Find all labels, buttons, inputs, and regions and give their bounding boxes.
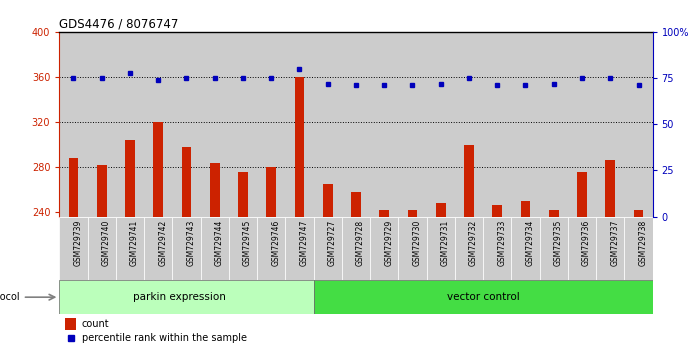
- Bar: [540, 217, 568, 280]
- Text: GSM729729: GSM729729: [384, 220, 393, 266]
- Text: protocol: protocol: [0, 292, 20, 302]
- Bar: [625, 32, 653, 217]
- Bar: [285, 217, 313, 280]
- Bar: [605, 160, 615, 217]
- Text: GSM729739: GSM729739: [73, 220, 82, 266]
- Bar: [257, 217, 285, 280]
- Text: GSM729745: GSM729745: [243, 220, 252, 266]
- Bar: [154, 122, 163, 217]
- Text: GSM729741: GSM729741: [130, 220, 139, 266]
- Text: GSM729732: GSM729732: [469, 220, 478, 266]
- Text: GSM729742: GSM729742: [158, 220, 168, 266]
- Text: GSM729746: GSM729746: [272, 220, 280, 266]
- Bar: [379, 210, 389, 217]
- Bar: [596, 32, 625, 217]
- Bar: [455, 32, 483, 217]
- Bar: [238, 172, 248, 217]
- Bar: [87, 217, 116, 280]
- Bar: [116, 32, 144, 217]
- Bar: [313, 280, 653, 314]
- Bar: [634, 210, 644, 217]
- Bar: [68, 158, 78, 217]
- Bar: [229, 217, 257, 280]
- Text: GSM729744: GSM729744: [215, 220, 224, 266]
- Bar: [144, 217, 172, 280]
- Bar: [408, 210, 417, 217]
- Text: GSM729740: GSM729740: [102, 220, 111, 266]
- Bar: [229, 32, 257, 217]
- Bar: [322, 184, 333, 217]
- Bar: [568, 32, 596, 217]
- Text: GSM729727: GSM729727: [328, 220, 336, 266]
- Bar: [59, 217, 87, 280]
- Bar: [455, 217, 483, 280]
- Bar: [59, 280, 313, 314]
- Bar: [97, 165, 107, 217]
- Bar: [342, 32, 370, 217]
- Bar: [116, 217, 144, 280]
- Text: GSM729743: GSM729743: [186, 220, 195, 266]
- Text: count: count: [82, 319, 110, 329]
- Bar: [59, 32, 87, 217]
- Bar: [210, 162, 220, 217]
- Bar: [436, 203, 446, 217]
- Bar: [426, 32, 455, 217]
- Bar: [512, 217, 540, 280]
- Text: GSM729735: GSM729735: [554, 220, 563, 266]
- Bar: [549, 210, 558, 217]
- Bar: [577, 172, 587, 217]
- Bar: [295, 77, 304, 217]
- Text: percentile rank within the sample: percentile rank within the sample: [82, 333, 247, 343]
- Text: GSM729734: GSM729734: [526, 220, 535, 266]
- Bar: [426, 217, 455, 280]
- Bar: [172, 217, 200, 280]
- Bar: [370, 217, 399, 280]
- Bar: [313, 217, 342, 280]
- Bar: [464, 144, 474, 217]
- Bar: [483, 32, 512, 217]
- Text: GSM729737: GSM729737: [610, 220, 619, 266]
- Text: GDS4476 / 8076747: GDS4476 / 8076747: [59, 18, 179, 31]
- Bar: [200, 32, 229, 217]
- Text: parkin expression: parkin expression: [133, 292, 226, 302]
- Text: GSM729738: GSM729738: [639, 220, 648, 266]
- Bar: [66, 318, 76, 330]
- Bar: [257, 32, 285, 217]
- Text: GSM729733: GSM729733: [497, 220, 506, 266]
- Bar: [492, 205, 502, 217]
- Bar: [266, 167, 276, 217]
- Bar: [313, 32, 342, 217]
- Bar: [568, 217, 596, 280]
- Bar: [87, 32, 116, 217]
- Text: GSM729736: GSM729736: [582, 220, 591, 266]
- Bar: [512, 32, 540, 217]
- Bar: [342, 217, 370, 280]
- Bar: [399, 32, 426, 217]
- Bar: [540, 32, 568, 217]
- Bar: [370, 32, 399, 217]
- Text: GSM729731: GSM729731: [440, 220, 450, 266]
- Bar: [144, 32, 172, 217]
- Bar: [483, 217, 512, 280]
- Text: GSM729747: GSM729747: [299, 220, 309, 266]
- Bar: [172, 32, 200, 217]
- Text: vector control: vector control: [447, 292, 519, 302]
- Bar: [399, 217, 426, 280]
- Bar: [521, 201, 530, 217]
- Bar: [285, 32, 313, 217]
- Bar: [200, 217, 229, 280]
- Bar: [596, 217, 625, 280]
- Bar: [625, 217, 653, 280]
- Text: GSM729728: GSM729728: [356, 220, 365, 266]
- Bar: [181, 147, 191, 217]
- Text: GSM729730: GSM729730: [413, 220, 422, 266]
- Bar: [125, 140, 135, 217]
- Bar: [351, 192, 361, 217]
